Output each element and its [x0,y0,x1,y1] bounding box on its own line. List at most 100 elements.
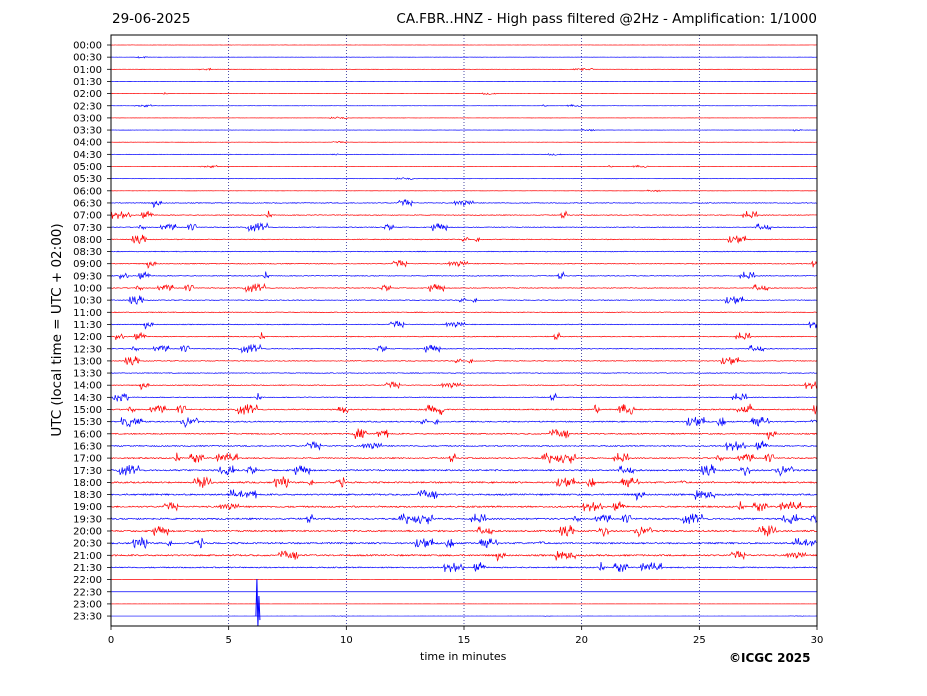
trace-row-1130 [110,320,817,330]
row-label-0530: 05:30 [73,174,102,185]
trace-row-1730 [110,464,817,477]
trace-row-0930 [110,270,817,280]
trace-row-0600 [110,189,817,193]
trace-row-1400 [110,381,817,391]
trace-row-1100 [110,311,817,314]
x-tick-label-0: 0 [108,635,114,646]
row-label-1200: 12:00 [73,332,102,343]
row-label-0500: 05:00 [73,162,102,173]
trace-row-1430 [110,392,817,402]
row-label-1630: 16:30 [73,441,102,452]
trace-row-1030 [110,295,817,305]
x-tick-label-5: 5 [225,635,231,646]
x-tick-label-10: 10 [340,635,353,646]
event-spike [255,579,261,627]
row-label-0800: 08:00 [73,235,102,246]
trace-row-2130 [110,562,817,573]
row-label-1430: 14:30 [73,393,102,404]
copyright-label: ©ICGC 2025 [729,651,811,665]
row-label-2130: 21:30 [73,563,102,574]
row-label-1130: 11:30 [73,320,102,331]
trace-row-0700 [110,210,817,219]
trace-row-2030 [110,536,817,549]
trace-row-0830 [110,250,817,253]
trace-row-0030 [110,55,817,59]
trace-row-0400 [110,140,817,144]
chart-title: CA.FBR..HNZ - High pass filtered @2Hz - … [396,11,817,27]
row-label-2000: 20:00 [73,527,102,538]
trace-row-0500 [110,164,817,169]
trace-row-1330 [110,372,817,374]
plot-frame [110,34,818,627]
trace-row-0730 [110,222,817,233]
row-label-0230: 02:30 [73,101,102,112]
row-label-1330: 13:30 [73,369,102,380]
trace-row-1700 [110,452,817,464]
row-label-0330: 03:30 [73,126,102,137]
row-label-0200: 02:00 [73,89,102,100]
trace-row-0300 [110,116,817,120]
trace-row-1230 [110,343,817,354]
row-label-2300: 23:00 [73,599,102,610]
date-label: 29-06-2025 [112,11,191,27]
row-label-0000: 00:00 [73,41,102,52]
trace-row-2100 [110,550,817,562]
trace-row-1530 [110,416,817,429]
row-label-1800: 18:00 [73,478,102,489]
row-label-1100: 11:00 [73,308,102,319]
trace-row-1600 [110,428,817,441]
row-label-1900: 19:00 [73,502,102,513]
row-label-1000: 10:00 [73,284,102,295]
row-label-1600: 16:00 [73,429,102,440]
row-label-0100: 01:00 [73,65,102,76]
x-tick-label-15: 15 [458,635,471,646]
row-label-1230: 12:30 [73,344,102,355]
x-tick-label-20: 20 [575,635,588,646]
trace-row-0800 [110,234,817,244]
trace-row-0230 [110,103,817,108]
y-axis-label: UTC (local time = UTC + 02:00) [49,223,65,437]
x-tick-label-30: 30 [811,635,824,646]
trace-row-1900 [110,501,817,512]
row-label-1400: 14:00 [73,381,102,392]
row-label-0130: 01:30 [73,77,102,88]
row-label-1030: 10:30 [73,296,102,307]
trace-row-0200 [110,91,817,95]
trace-row-1500 [110,403,817,415]
row-label-0930: 09:30 [73,271,102,282]
trace-row-1000 [110,282,817,293]
row-label-2330: 23:30 [73,612,102,623]
row-label-1700: 17:00 [73,454,102,465]
x-axis-label: time in minutes [420,650,507,663]
row-label-0430: 04:30 [73,150,102,161]
trace-row-1200 [110,331,817,341]
row-label-0730: 07:30 [73,223,102,234]
trace-row-0100 [110,67,817,71]
row-label-0300: 03:00 [73,113,102,124]
row-label-0830: 08:30 [73,247,102,258]
row-label-0600: 06:00 [73,186,102,197]
row-label-0900: 09:00 [73,259,102,270]
row-label-1300: 13:00 [73,356,102,367]
x-tick-label-25: 25 [693,635,706,646]
trace-row-1300 [110,356,817,366]
trace-row-0430 [110,153,817,156]
trace-row-0630 [110,199,817,209]
vertical-gridlines [228,35,700,626]
row-label-2100: 21:00 [73,551,102,562]
seismic-traces [110,44,817,627]
trace-row-1930 [110,513,817,525]
row-label-0630: 06:30 [73,198,102,209]
row-label-1500: 15:00 [73,405,102,416]
row-label-0400: 04:00 [73,138,102,149]
row-label-2030: 20:30 [73,539,102,550]
trace-row-2000 [111,524,817,538]
trace-row-1830 [110,489,817,501]
trace-row-0530 [110,177,817,180]
row-label-2230: 22:30 [73,587,102,598]
row-label-1830: 18:30 [73,490,102,501]
x-axis-ticks: 0 5 10 15 20 25 30 [108,626,824,646]
trace-row-1630 [110,440,817,451]
